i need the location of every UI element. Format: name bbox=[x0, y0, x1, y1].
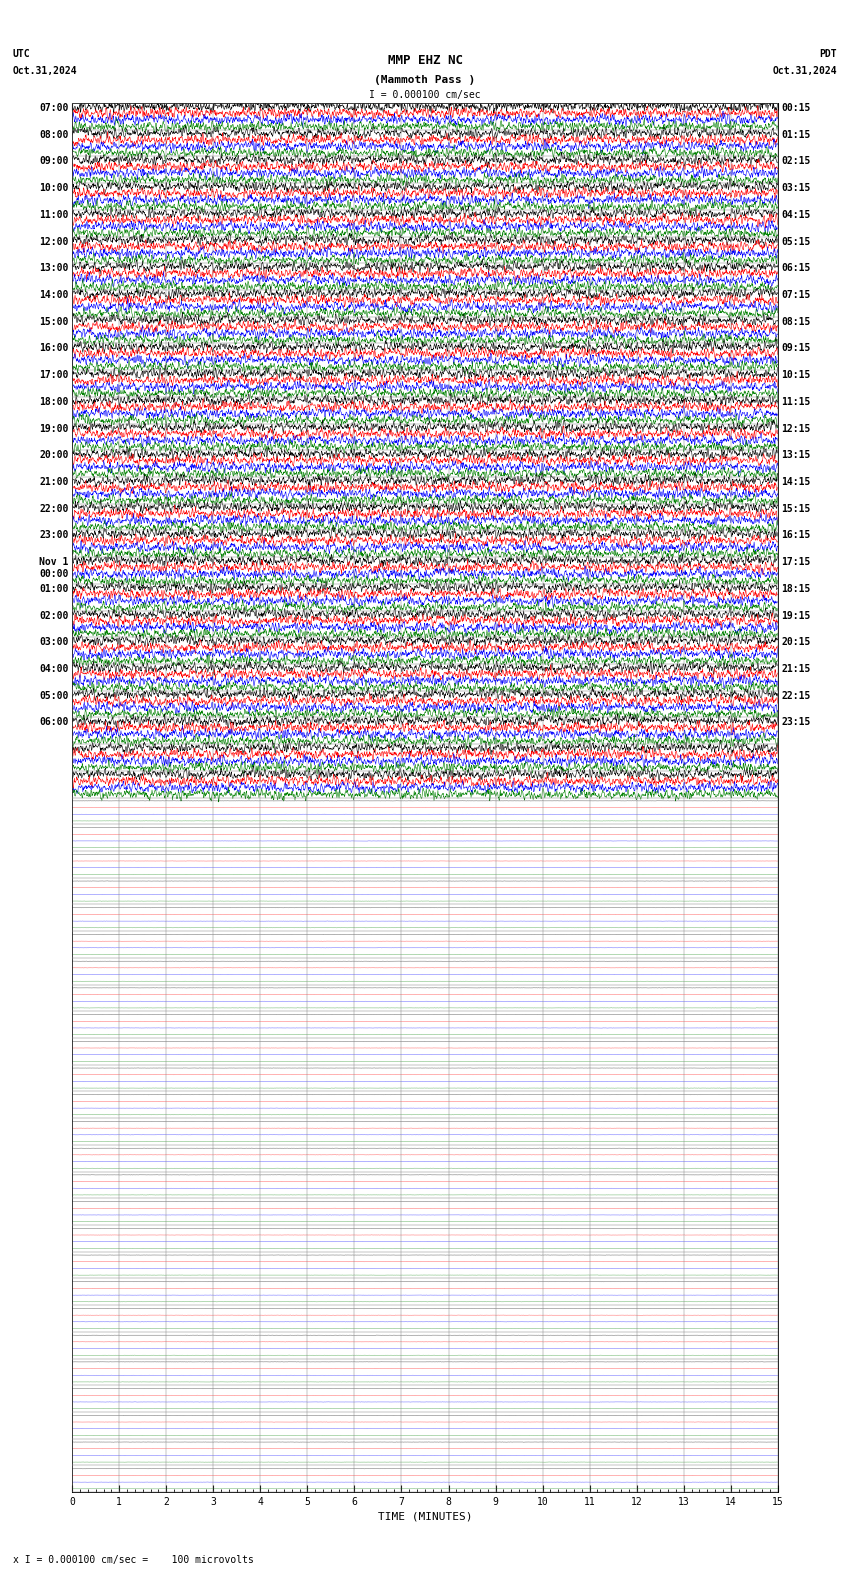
Text: Oct.31,2024: Oct.31,2024 bbox=[13, 67, 77, 76]
Text: 06:15: 06:15 bbox=[781, 263, 811, 274]
Text: 04:00: 04:00 bbox=[39, 664, 69, 673]
Text: 14:00: 14:00 bbox=[39, 290, 69, 299]
Text: UTC: UTC bbox=[13, 49, 31, 59]
Text: Nov 1
00:00: Nov 1 00:00 bbox=[39, 558, 69, 578]
Text: 23:15: 23:15 bbox=[781, 718, 811, 727]
Text: 16:00: 16:00 bbox=[39, 344, 69, 353]
Text: 15:15: 15:15 bbox=[781, 504, 811, 513]
Text: 19:15: 19:15 bbox=[781, 610, 811, 621]
Text: 07:00: 07:00 bbox=[39, 103, 69, 112]
Text: 12:15: 12:15 bbox=[781, 423, 811, 434]
Text: 19:00: 19:00 bbox=[39, 423, 69, 434]
Text: 09:15: 09:15 bbox=[781, 344, 811, 353]
Text: 03:00: 03:00 bbox=[39, 637, 69, 648]
Text: Oct.31,2024: Oct.31,2024 bbox=[773, 67, 837, 76]
Text: 10:15: 10:15 bbox=[781, 371, 811, 380]
Text: 21:00: 21:00 bbox=[39, 477, 69, 486]
Text: 07:15: 07:15 bbox=[781, 290, 811, 299]
Text: 05:00: 05:00 bbox=[39, 691, 69, 700]
Text: 10:00: 10:00 bbox=[39, 184, 69, 193]
Text: 20:00: 20:00 bbox=[39, 450, 69, 461]
Text: 22:00: 22:00 bbox=[39, 504, 69, 513]
Text: 08:00: 08:00 bbox=[39, 130, 69, 139]
Text: 02:15: 02:15 bbox=[781, 157, 811, 166]
Text: (Mammoth Pass ): (Mammoth Pass ) bbox=[374, 74, 476, 84]
Text: 04:15: 04:15 bbox=[781, 209, 811, 220]
Text: 11:15: 11:15 bbox=[781, 398, 811, 407]
Text: 01:00: 01:00 bbox=[39, 584, 69, 594]
Text: x I = 0.000100 cm/sec =    100 microvolts: x I = 0.000100 cm/sec = 100 microvolts bbox=[13, 1555, 253, 1565]
Text: 15:00: 15:00 bbox=[39, 317, 69, 326]
Text: 03:15: 03:15 bbox=[781, 184, 811, 193]
Text: 12:00: 12:00 bbox=[39, 236, 69, 247]
Text: 09:00: 09:00 bbox=[39, 157, 69, 166]
Text: 00:15: 00:15 bbox=[781, 103, 811, 112]
Text: 16:15: 16:15 bbox=[781, 531, 811, 540]
Text: 08:15: 08:15 bbox=[781, 317, 811, 326]
Text: 11:00: 11:00 bbox=[39, 209, 69, 220]
Text: 01:15: 01:15 bbox=[781, 130, 811, 139]
Text: 14:15: 14:15 bbox=[781, 477, 811, 486]
X-axis label: TIME (MINUTES): TIME (MINUTES) bbox=[377, 1511, 473, 1521]
Text: 18:15: 18:15 bbox=[781, 584, 811, 594]
Text: 17:00: 17:00 bbox=[39, 371, 69, 380]
Text: 06:00: 06:00 bbox=[39, 718, 69, 727]
Text: 23:00: 23:00 bbox=[39, 531, 69, 540]
Text: MMP EHZ NC: MMP EHZ NC bbox=[388, 54, 462, 67]
Text: 05:15: 05:15 bbox=[781, 236, 811, 247]
Text: 02:00: 02:00 bbox=[39, 610, 69, 621]
Text: 18:00: 18:00 bbox=[39, 398, 69, 407]
Text: 21:15: 21:15 bbox=[781, 664, 811, 673]
Text: 13:00: 13:00 bbox=[39, 263, 69, 274]
Text: PDT: PDT bbox=[819, 49, 837, 59]
Text: I = 0.000100 cm/sec: I = 0.000100 cm/sec bbox=[369, 90, 481, 100]
Text: 13:15: 13:15 bbox=[781, 450, 811, 461]
Text: 20:15: 20:15 bbox=[781, 637, 811, 648]
Text: 22:15: 22:15 bbox=[781, 691, 811, 700]
Text: 17:15: 17:15 bbox=[781, 558, 811, 567]
